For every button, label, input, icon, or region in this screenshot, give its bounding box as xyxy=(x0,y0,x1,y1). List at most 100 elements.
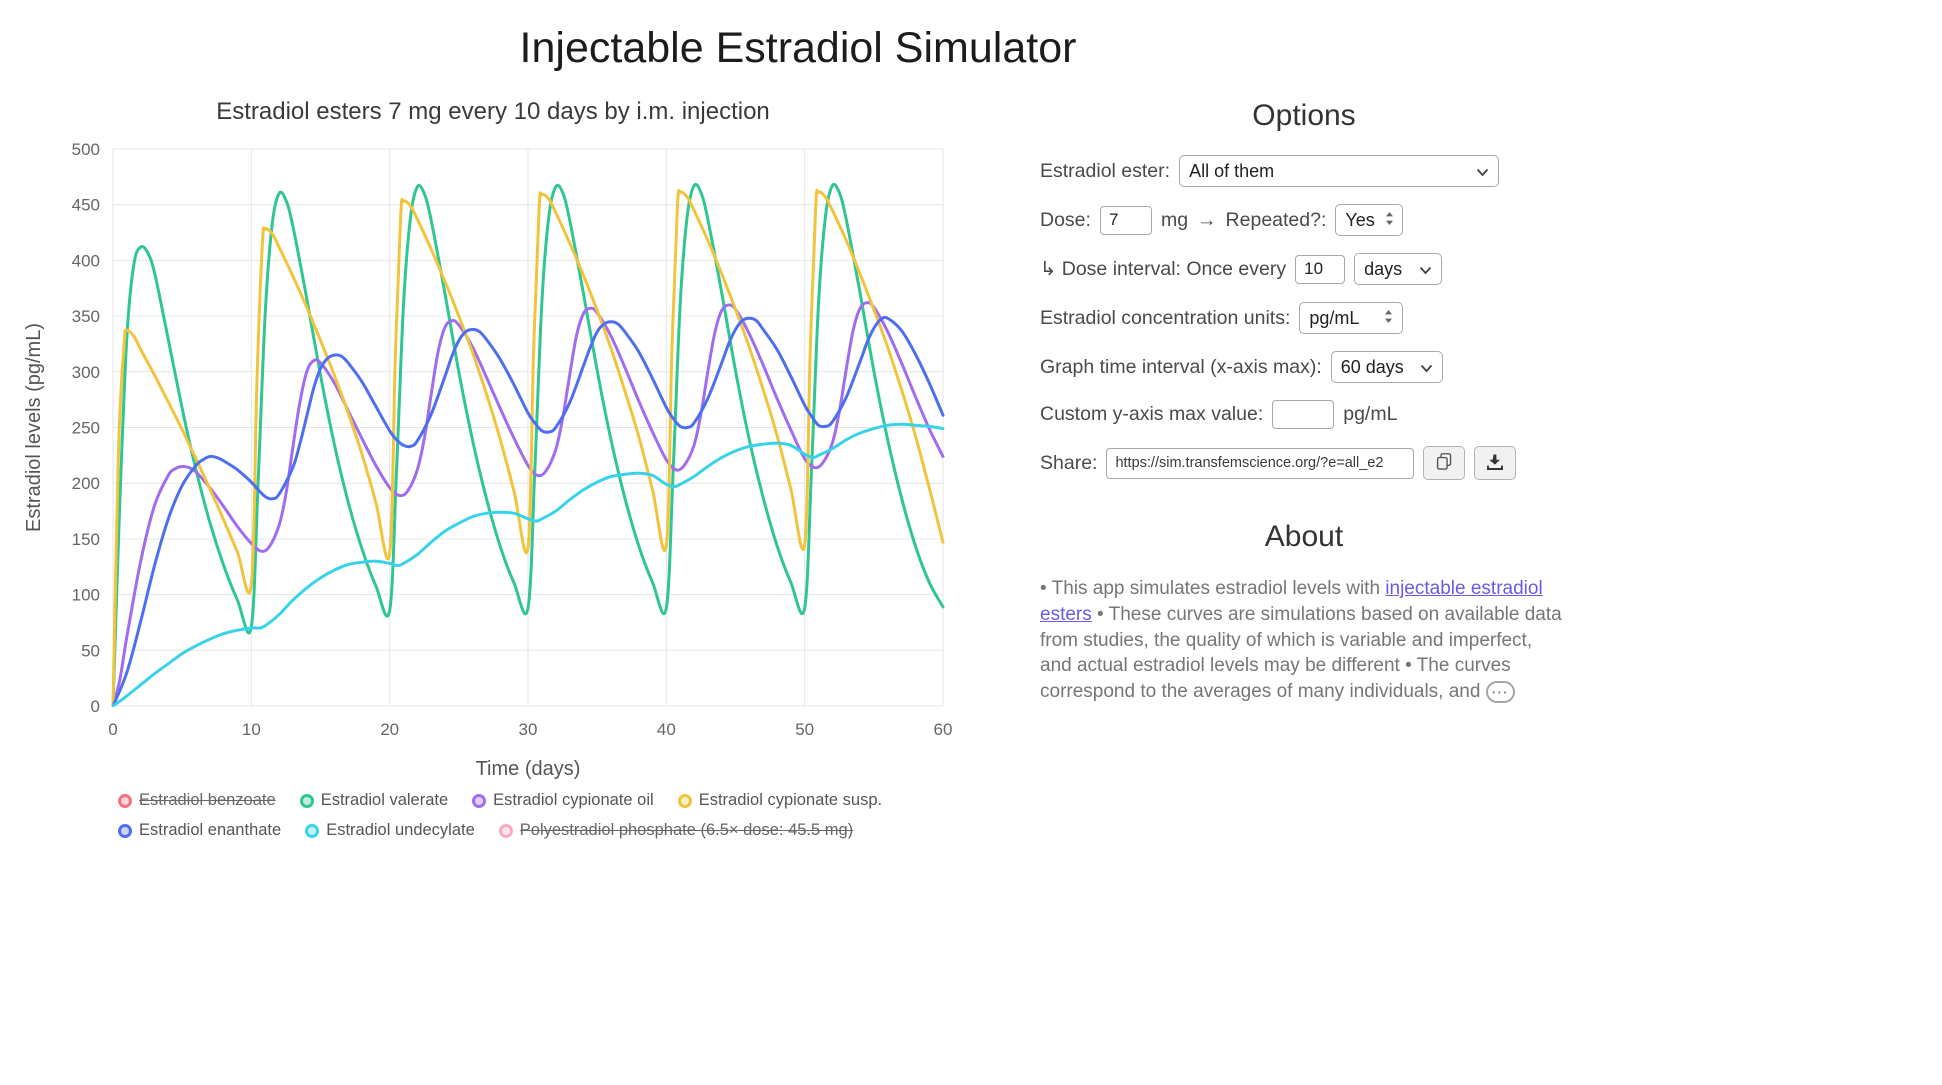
x-tick-label: 10 xyxy=(242,720,261,739)
x-tick-label: 30 xyxy=(519,720,538,739)
ymax-input[interactable] xyxy=(1272,400,1335,429)
main-content: 0 50 100 150 200 250 300 350 400 450 500 0 10 20 30 40 5… xyxy=(18,89,1580,840)
legend-marker-icon xyxy=(118,823,132,838)
y-tick-label: 0 xyxy=(91,697,100,716)
ymax-label: Custom y-axis max value: xyxy=(1040,403,1264,425)
x-tick-label: 0 xyxy=(108,720,117,739)
x-tick-label: 50 xyxy=(795,720,814,739)
dose-input[interactable] xyxy=(1099,205,1152,235)
y-tick-label: 300 xyxy=(72,363,100,382)
y-tick-label: 150 xyxy=(72,530,100,549)
about-heading: About xyxy=(1264,520,1344,553)
legend-marker-icon xyxy=(305,823,320,838)
ymax-row: Custom y-axis max value: pg/mL xyxy=(1040,400,1580,429)
right-arrow-icon: → xyxy=(1197,208,1217,231)
share-url-input[interactable] xyxy=(1106,447,1415,479)
page-title: Injectable Estradiol Simulator xyxy=(519,24,1077,72)
share-label: Share: xyxy=(1040,451,1098,474)
ester-select-value: All of them xyxy=(1189,160,1275,181)
legend-label: Estradiol enanthate xyxy=(139,821,282,839)
legend-label: Estradiol benzoate xyxy=(139,791,276,809)
download-icon xyxy=(1486,453,1504,474)
ester-label: Estradiol ester: xyxy=(1040,159,1171,182)
options-panel: Options Estradiol ester: All of them Dos… xyxy=(978,89,1580,705)
about-text: • This app simulates estradiol levels wi… xyxy=(1040,576,1568,705)
repeated-select-value: Yes xyxy=(1345,209,1375,230)
repeated-select[interactable]: Yes xyxy=(1335,204,1404,236)
series-line xyxy=(111,422,945,707)
interval-unit-value: days xyxy=(1364,258,1403,279)
about-text-start: • This app simulates estradiol levels wi… xyxy=(1040,578,1386,599)
expand-about-button[interactable]: ··· xyxy=(1485,681,1515,704)
chevron-down-icon xyxy=(1419,259,1432,280)
share-row: Share: xyxy=(1040,446,1580,480)
legend-item[interactable]: Estradiol valerate xyxy=(299,791,449,810)
dose-interval-input[interactable] xyxy=(1295,254,1346,284)
about-text-end: • These curves are simulations based on … xyxy=(1040,603,1562,703)
units-row: Estradiol concentration units: pg/mL xyxy=(1040,302,1580,334)
estradiol-levels-chart[interactable]: 0 50 100 150 200 250 300 350 400 450 500 0 10 20 30 40 5… xyxy=(18,89,968,789)
series-line xyxy=(111,315,945,707)
app: Injectable Estradiol Simulator 0 50 100 150… xyxy=(18,24,1580,840)
legend-marker-icon xyxy=(677,793,692,808)
concentration-units-select[interactable]: pg/mL xyxy=(1299,302,1404,334)
legend-label: Estradiol valerate xyxy=(320,791,449,809)
interval-row: ↳ Dose interval: Once every days xyxy=(1040,253,1580,285)
graph-interval-row: Graph time interval (x-axis max): 60 day… xyxy=(1040,351,1580,383)
series-line xyxy=(111,188,945,707)
options-heading: Options xyxy=(1252,99,1356,132)
legend-label: Estradiol undecylate xyxy=(326,821,475,839)
dose-label: Dose: xyxy=(1040,208,1091,231)
chart-panel: 0 50 100 150 200 250 300 350 400 450 500 0 10 20 30 40 5… xyxy=(18,89,978,840)
graph-interval-label: Graph time interval (x-axis max): xyxy=(1040,355,1322,378)
y-tick-label: 400 xyxy=(72,251,100,270)
y-tick-label: 250 xyxy=(72,419,100,438)
legend-marker-icon xyxy=(472,793,487,808)
legend-marker-icon xyxy=(299,793,314,808)
legend-item[interactable]: Estradiol cypionate oil xyxy=(472,791,654,810)
y-tick-label: 100 xyxy=(72,586,100,605)
legend-marker-icon xyxy=(498,823,513,838)
legend-item[interactable]: Estradiol undecylate xyxy=(305,821,475,840)
dose-row: Dose: mg → Repeated?: Yes xyxy=(1040,204,1580,236)
chart-legend: Estradiol benzoate Estradiol valerate Estr… xyxy=(118,791,898,840)
legend-label: Polyestradiol phosphate (6.5× dose: 45.5… xyxy=(519,821,854,839)
updown-arrows-icon xyxy=(1384,308,1393,329)
legend-item[interactable]: Estradiol benzoate xyxy=(118,791,276,810)
x-axis-label: Time (days) xyxy=(476,758,581,780)
download-button[interactable] xyxy=(1474,446,1517,480)
legend-item[interactable]: Estradiol enanthate xyxy=(118,821,281,840)
legend-label: Estradiol cypionate susp. xyxy=(698,791,883,809)
series-line xyxy=(111,301,945,707)
interval-unit-select[interactable]: days xyxy=(1354,253,1443,285)
y-tick-label: 350 xyxy=(72,307,100,326)
ester-select[interactable]: All of them xyxy=(1179,155,1500,187)
x-tick-label: 40 xyxy=(657,720,676,739)
copy-icon xyxy=(1435,452,1454,474)
ester-row: Estradiol ester: All of them xyxy=(1040,155,1580,187)
legend-item[interactable]: Polyestradiol phosphate (6.5× dose: 45.5… xyxy=(498,821,854,840)
updown-arrows-icon xyxy=(1385,210,1394,231)
concentration-units-value: pg/mL xyxy=(1309,307,1360,328)
dose-interval-label: ↳ Dose interval: Once every xyxy=(1040,258,1287,280)
y-tick-label: 450 xyxy=(72,196,100,215)
graph-interval-value: 60 days xyxy=(1340,356,1404,377)
repeated-label: Repeated?: xyxy=(1225,208,1327,231)
legend-label: Estradiol cypionate oil xyxy=(493,791,654,809)
chevron-down-icon xyxy=(1420,357,1433,378)
legend-marker-icon xyxy=(118,793,132,808)
concentration-units-label: Estradiol concentration units: xyxy=(1040,306,1291,329)
graph-interval-select[interactable]: 60 days xyxy=(1330,351,1443,383)
chart-title: Estradiol esters 7 mg every 10 days by i… xyxy=(216,98,770,125)
y-axis-label: Estradiol levels (pg/mL) xyxy=(23,323,45,532)
x-tick-label: 60 xyxy=(934,720,953,739)
y-tick-label: 200 xyxy=(72,474,100,493)
copy-link-button[interactable] xyxy=(1423,446,1466,480)
injectable-esters-link[interactable]: injectable estradiol esters xyxy=(1040,578,1543,625)
x-tick-label: 20 xyxy=(380,720,399,739)
dose-unit-label: mg xyxy=(1160,208,1189,231)
ymax-unit-label: pg/mL xyxy=(1343,403,1398,425)
y-tick-label: 500 xyxy=(72,140,100,159)
chevron-down-icon xyxy=(1476,161,1489,182)
legend-item[interactable]: Estradiol cypionate susp. xyxy=(677,791,883,810)
